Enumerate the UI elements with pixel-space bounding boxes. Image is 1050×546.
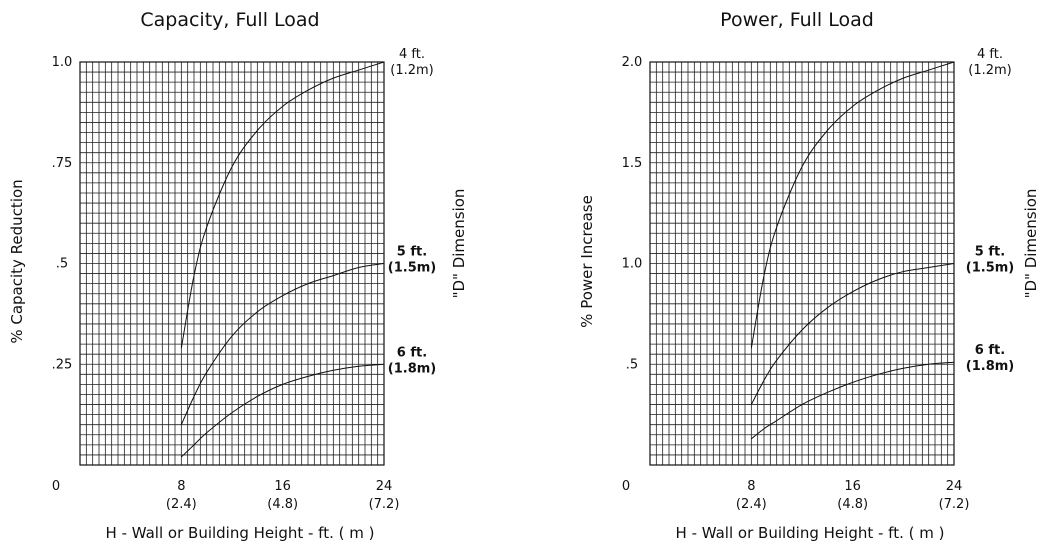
y-tick-label: .5 [626,357,638,372]
series-label-2: 5 ft. [975,245,1005,260]
y-tick-label: 1.0 [622,257,643,272]
series-sublabel-2: (1.5m) [388,261,436,276]
x-tick-label: 16 [844,479,861,494]
x-tick-sublabel: (7.2) [939,497,970,512]
x-tick-label: 0 [52,479,60,494]
chart-panel-2: Power, Full Load % Power Increase "D" Dime… [578,9,1040,542]
right-axis-label: "D" Dimension [1022,189,1040,299]
series-line-1 [750,61,955,349]
series-line-2 [750,263,955,405]
x-axis-label: H - Wall or Building Height - ft. ( m ) [676,524,945,542]
series-line-3 [751,361,955,440]
series-sublabel-3: (1.8m) [388,361,436,376]
x-axis-label: H - Wall or Building Height - ft. ( m ) [106,524,375,542]
y-tick-label: .25 [52,357,73,372]
y-tick-label: 2.0 [622,55,643,70]
y-tick-label: 1.5 [622,156,643,171]
x-tick-sublabel: (4.8) [837,497,868,512]
x-tick-sublabel: (4.8) [267,497,298,512]
y-axis-label: % Power Increase [578,195,596,328]
y-tick-label: .5 [56,257,68,272]
series-sublabel-2: (1.5m) [966,261,1014,276]
chart-panel-1: Capacity, Full Load % Capacity Reduction "… [8,9,468,542]
x-tick-sublabel: (7.2) [369,497,400,512]
series-sublabel-3: (1.8m) [966,359,1014,374]
chart-title: Power, Full Load [720,9,874,31]
x-tick-label: 8 [747,479,755,494]
x-tick-label: 24 [946,479,963,494]
series-label-3: 6 ft. [397,345,427,360]
series-sublabel-1: (1.2m) [390,63,433,78]
series-label-1: 4 ft. [977,47,1003,62]
series-line-2 [180,263,385,425]
y-tick-label: 1.0 [52,55,73,70]
x-tick-label: 0 [622,479,630,494]
right-axis-label: "D" Dimension [450,189,468,299]
x-tick-label: 24 [376,479,393,494]
series-label-1: 4 ft. [399,47,425,62]
x-tick-label: 16 [274,479,291,494]
chart-grid [79,61,385,466]
x-tick-sublabel: (2.4) [736,497,767,512]
series-line-3 [180,363,385,458]
series-sublabel-1: (1.2m) [968,63,1011,78]
series-line-1 [180,61,385,349]
y-tick-label: .75 [52,156,73,171]
series-label-3: 6 ft. [975,343,1005,358]
y-axis-label: % Capacity Reduction [8,179,26,343]
series-label-2: 5 ft. [397,245,427,260]
x-tick-label: 8 [177,479,185,494]
x-tick-sublabel: (2.4) [166,497,197,512]
chart-title: Capacity, Full Load [140,9,319,31]
